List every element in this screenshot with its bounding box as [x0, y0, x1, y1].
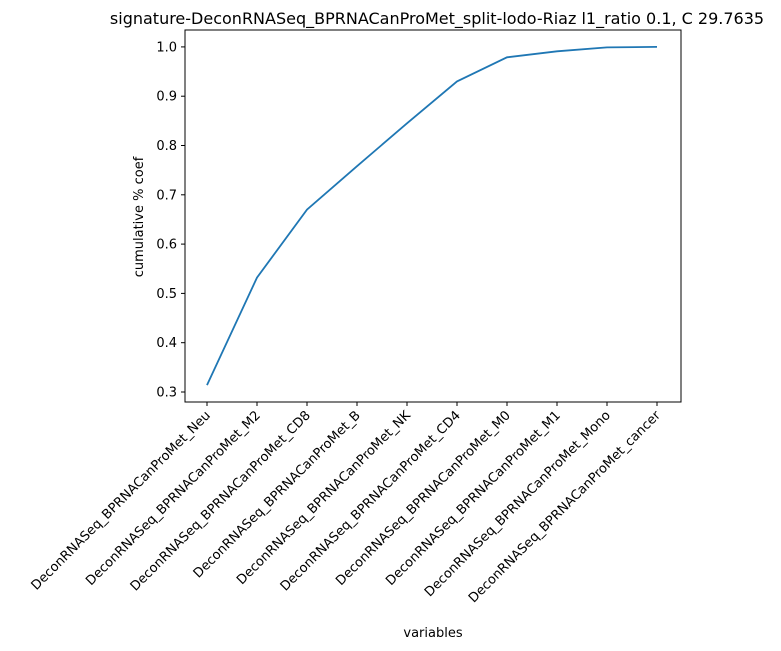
x-axis-title: variables: [403, 626, 462, 641]
x-tick-label: DeconRNASeq_BPRNACanProMet_CD8: [128, 408, 314, 594]
y-tick-label: 0.8: [156, 139, 177, 154]
x-tick-label: DeconRNASeq_BPRNACanProMet_M0: [333, 408, 514, 589]
x-tick-label: DeconRNASeq_BPRNACanProMet_NK: [234, 408, 414, 588]
x-axis: DeconRNASeq_BPRNACanProMet_NeuDeconRNASe…: [29, 402, 664, 606]
y-tick-label: 0.3: [156, 385, 177, 400]
x-tick-label: DeconRNASeq_BPRNACanProMet_cancer: [466, 408, 664, 606]
x-tick-label: DeconRNASeq_BPRNACanProMet_M1: [383, 408, 564, 589]
series-line: [206, 46, 658, 386]
y-tick-label: 0.7: [156, 188, 177, 203]
y-tick-label: 0.4: [156, 336, 177, 351]
plot-area-frame: [184, 29, 682, 403]
y-tick-label: 0.5: [156, 287, 177, 302]
y-tick-label: 0.9: [156, 90, 177, 105]
x-tick-label: DeconRNASeq_BPRNACanProMet_Neu: [29, 408, 214, 593]
y-tick-label: 1.0: [156, 40, 177, 55]
y-axis-title: cumulative % coef: [132, 156, 147, 277]
x-tick-label: DeconRNASeq_BPRNACanProMet_CD4: [278, 408, 464, 594]
x-tick-label: DeconRNASeq_BPRNACanProMet_M2: [83, 408, 264, 589]
y-axis: 0.3 0.4 0.5 0.6 0.7 0.8 0.9 1.0: [156, 40, 185, 400]
y-tick-label: 0.6: [156, 238, 177, 253]
chart-title: signature-DeconRNASeq_BPRNACanProMet_spl…: [110, 9, 764, 29]
x-tick-label: DeconRNASeq_BPRNACanProMet_Mono: [422, 408, 614, 600]
